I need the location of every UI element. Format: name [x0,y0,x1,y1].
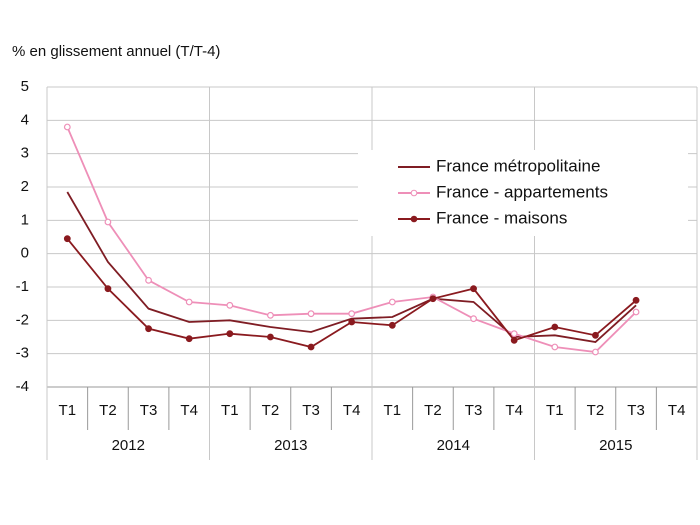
point [63,235,71,243]
group-label: 2014 [437,437,470,454]
point [145,276,152,284]
point [307,343,315,351]
y-axis-label: % en glissement annuel (T/T-4) [12,43,220,60]
point [510,336,518,344]
x-tick-label: T2 [262,402,280,419]
legend-label: France - appartements [436,182,608,201]
group-label: 2015 [599,437,632,454]
y-tick-label: -4 [16,378,29,395]
point [185,298,193,306]
x-tick-label: T1 [59,402,77,419]
y-tick-label: 4 [21,111,29,128]
point [388,321,396,329]
legend-marker [410,189,418,197]
point [388,298,396,306]
point [63,123,71,131]
point [429,295,437,303]
group-label: 2012 [112,437,145,454]
y-tick-label: -2 [16,311,29,328]
x-tick-label: T2 [99,402,117,419]
x-tick-label: T2 [587,402,605,419]
point [592,348,599,356]
point [267,333,274,341]
point [632,296,640,304]
y-tick-label: -3 [16,345,29,362]
point [551,323,559,331]
point [226,330,234,338]
x-tick-label: T1 [221,402,239,419]
y-tick-label: 5 [21,78,29,95]
legend-label: France - maisons [436,208,567,227]
x-tick-label: T3 [302,402,320,419]
x-tick-label: T3 [627,402,645,419]
point [145,325,152,333]
x-tick-label: T1 [546,402,564,419]
y-tick-label: 2 [21,178,29,195]
point [226,301,234,309]
y-tick-label: 3 [21,145,29,162]
point [104,285,112,293]
point [592,331,599,339]
x-tick-label: T4 [180,402,198,419]
x-tick-label: T1 [384,402,402,419]
x-tick-label: T4 [343,402,361,419]
point [551,343,559,351]
x-tick-label: T4 [668,402,686,419]
point [348,318,356,326]
point [104,218,112,226]
point [510,330,518,338]
point [632,308,640,316]
y-tick-label: 1 [21,211,29,228]
y-tick-label: 0 [21,245,29,262]
point [267,311,274,319]
y-tick-label: -1 [16,278,29,295]
point [470,315,477,323]
x-tick-label: T2 [424,402,442,419]
point [307,310,315,318]
point [470,285,477,293]
x-tick-label: T4 [505,402,523,419]
series-line [66,238,637,348]
x-tick-label: T3 [465,402,483,419]
x-tick-label: T3 [140,402,158,419]
point [348,310,356,318]
legend-marker [410,215,418,223]
group-label: 2013 [274,437,307,454]
point [185,335,193,343]
legend-label: France métropolitaine [436,156,600,175]
